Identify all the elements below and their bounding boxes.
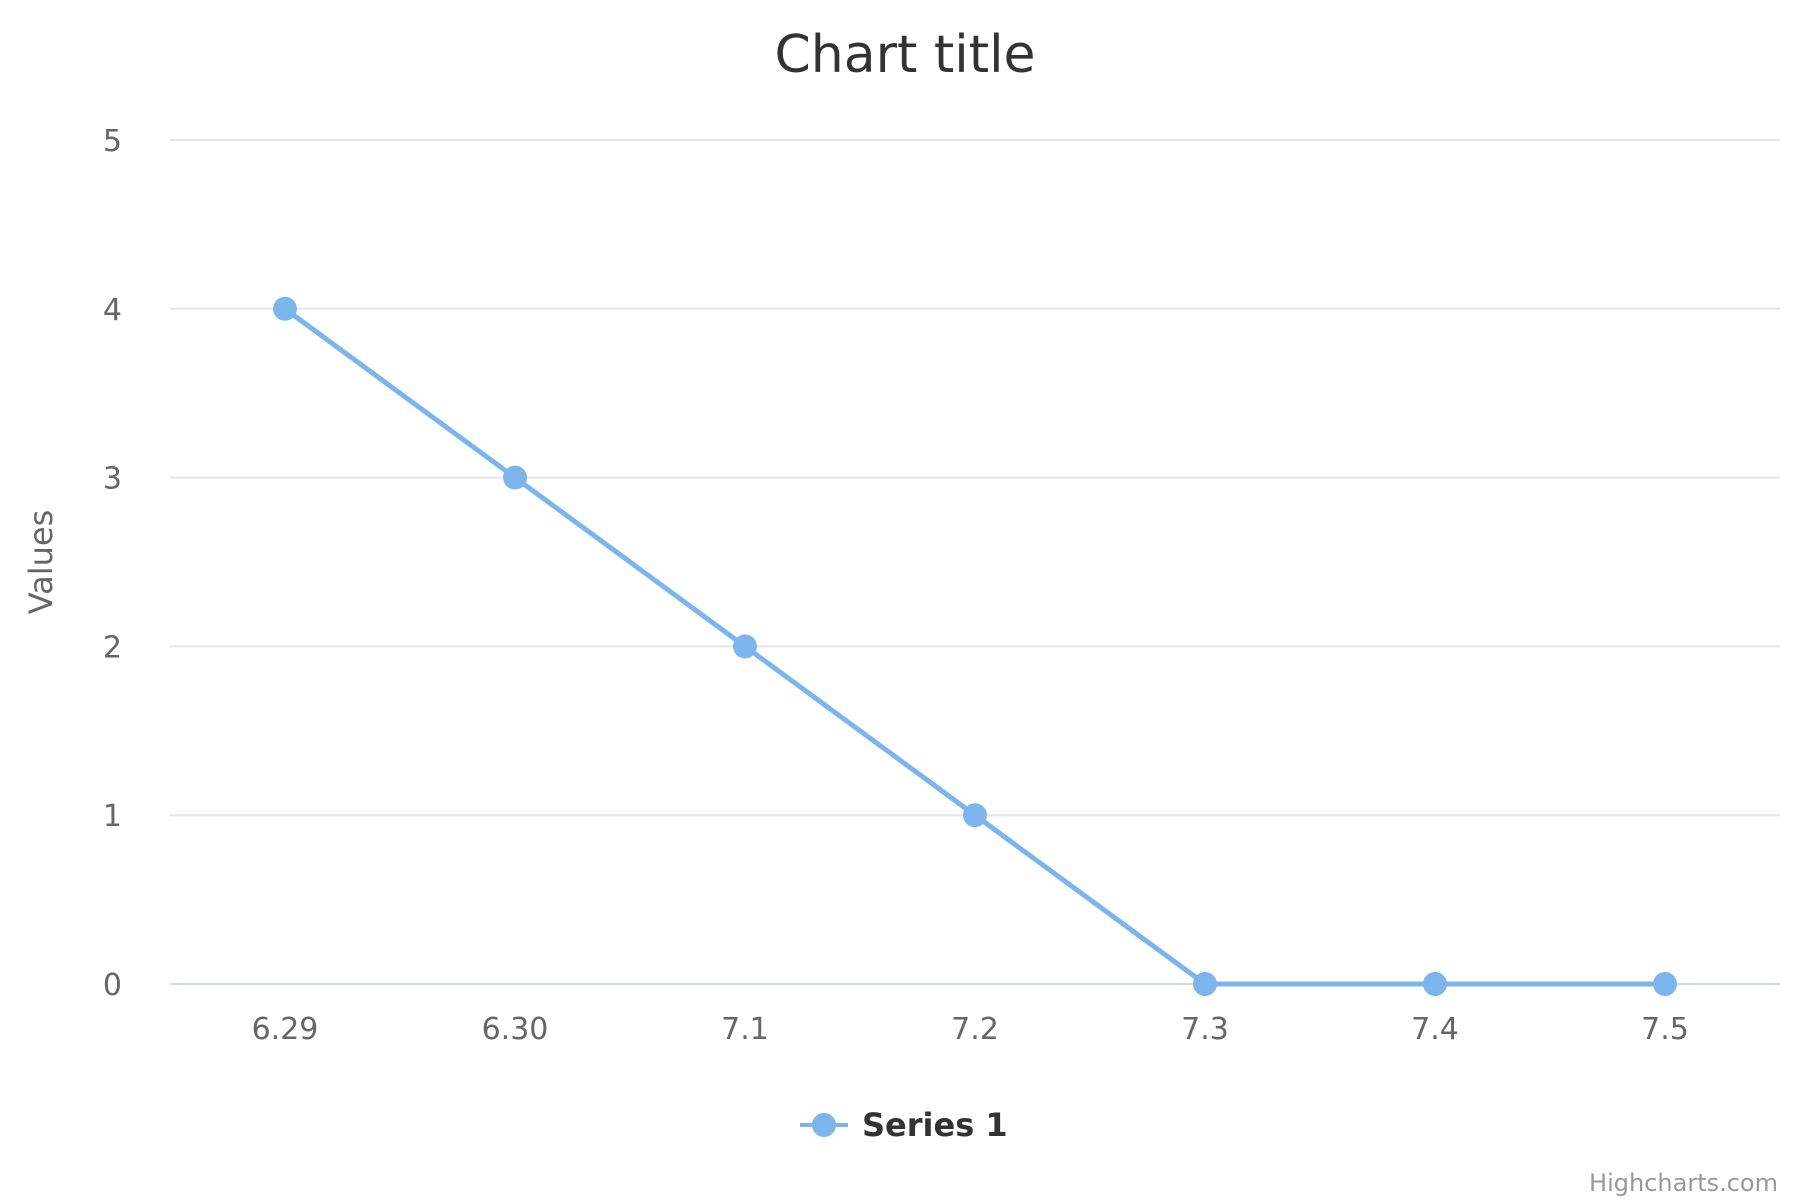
y-axis-title: Values <box>22 510 60 615</box>
x-tick-label: 7.2 <box>951 1012 999 1047</box>
legend-item-series-1[interactable]: Series 1 <box>862 1106 1008 1144</box>
series-layer <box>273 296 1677 996</box>
y-axis-ticks: 0 1 2 3 4 5 <box>103 124 122 1003</box>
data-point[interactable] <box>273 296 297 321</box>
legend-dot-marker <box>812 1113 836 1137</box>
y-tick-label: 3 <box>103 462 122 497</box>
credits-link[interactable]: Highcharts.com <box>1589 1169 1778 1197</box>
y-tick-label: 0 <box>103 968 122 1003</box>
x-tick-label: 7.3 <box>1181 1012 1229 1047</box>
y-tick-label: 4 <box>103 293 122 328</box>
y-tick-label: 1 <box>103 799 122 834</box>
x-tick-label: 7.5 <box>1641 1012 1689 1047</box>
data-point[interactable] <box>963 803 987 828</box>
y-tick-label: 5 <box>103 124 122 159</box>
y-tick-label: 2 <box>103 630 122 665</box>
data-point[interactable] <box>503 465 527 490</box>
chart-title: Chart title <box>774 25 1035 85</box>
data-point[interactable] <box>1653 972 1677 996</box>
x-axis-ticks: 6.29 6.30 7.1 7.2 7.3 7.4 7.5 <box>252 1012 1689 1047</box>
legend[interactable]: Series 1 <box>800 1106 1008 1144</box>
data-point[interactable] <box>1193 972 1217 996</box>
x-tick-label: 7.4 <box>1411 1012 1459 1047</box>
data-point[interactable] <box>1423 972 1447 996</box>
x-tick-label: 6.29 <box>252 1012 319 1047</box>
x-tick-label: 7.1 <box>721 1012 769 1047</box>
x-tick-label: 6.30 <box>482 1012 549 1047</box>
data-point[interactable] <box>733 634 757 659</box>
